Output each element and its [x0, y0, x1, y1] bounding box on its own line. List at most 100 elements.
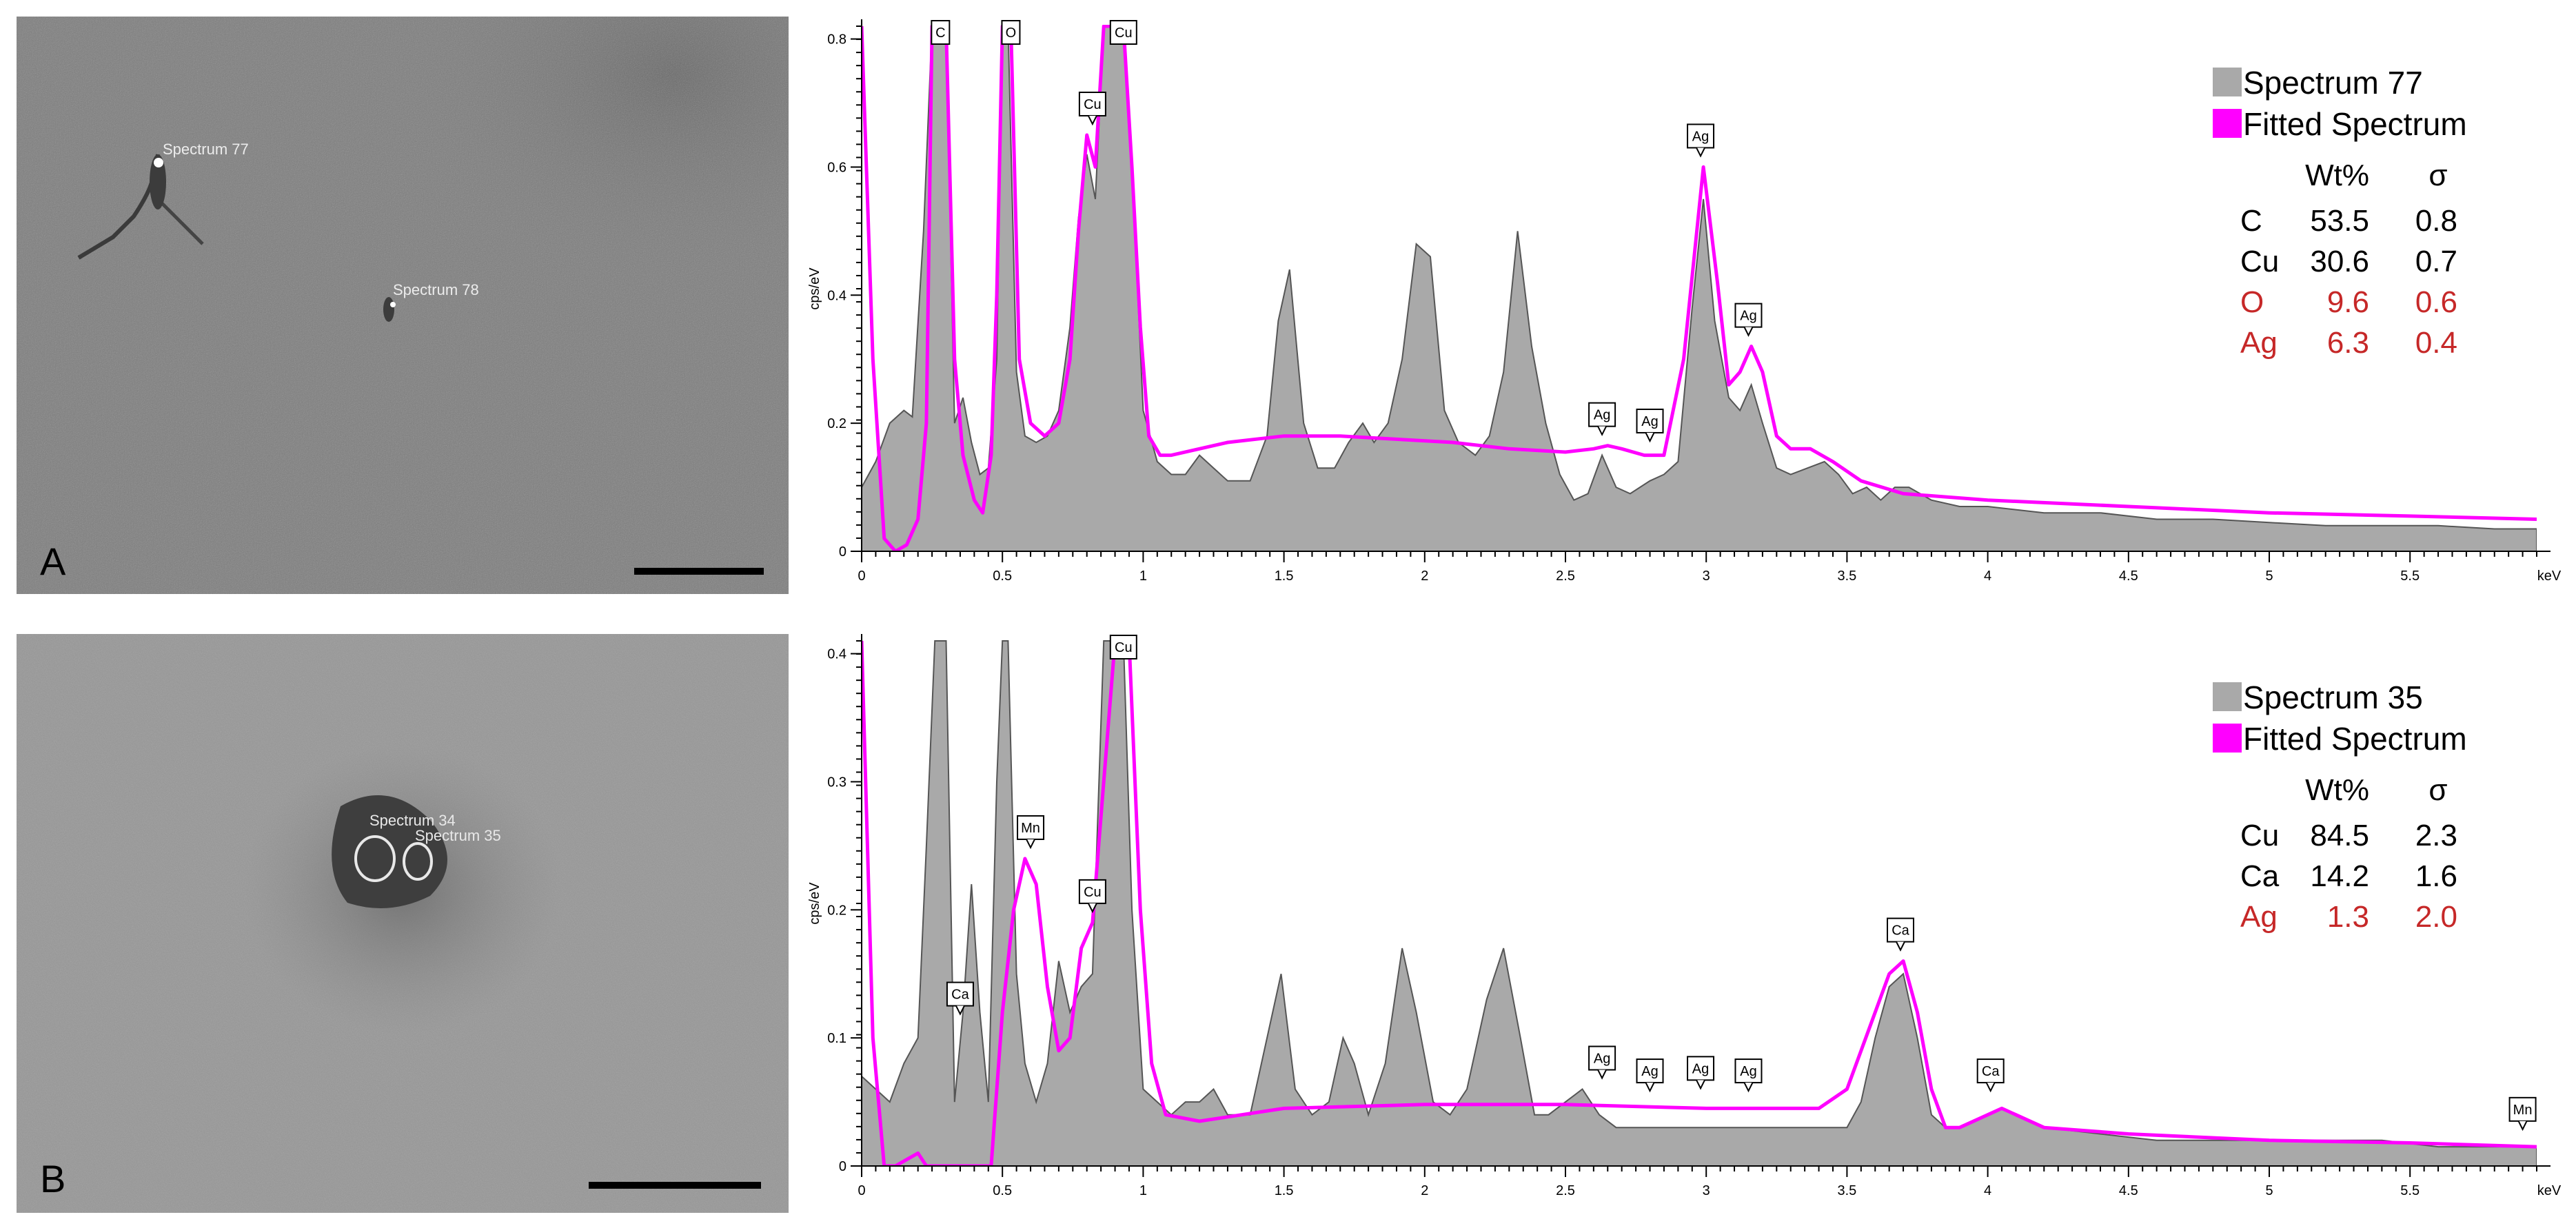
spot-marker	[390, 302, 396, 307]
legend-header-wt: Wt%	[2305, 773, 2369, 807]
peak-label-box	[1078, 91, 1106, 116]
composition-sigma: 0.6	[2415, 285, 2457, 319]
legend-label-fitted: Fitted Spectrum	[2243, 721, 2467, 757]
y-tick-label: 0.4	[827, 647, 846, 662]
x-tick-label: 1	[1139, 569, 1147, 584]
peak-label: Ag	[1687, 1056, 1715, 1090]
composition-element: Ca	[2240, 859, 2280, 893]
legend-header-wt: Wt%	[2305, 158, 2369, 192]
peak-label: O	[1001, 20, 1021, 45]
peak-label-text: Cu	[1115, 640, 1133, 655]
peak-label: Ag	[1636, 408, 1664, 443]
spectrum-chart-a: 0 0.5 1 1.5 2 2.5 3 3.5 4 4.5 5 5.5 keV 0 0.2 0.4 0.6 0.8…	[800, 0, 2576, 613]
x-tick-label: 1	[1139, 1183, 1147, 1198]
peak-label: Ca	[946, 981, 974, 1016]
y-axis-label: cps/eV	[807, 882, 822, 925]
spot-marker	[354, 835, 396, 882]
y-tick-label: 0.2	[827, 416, 846, 431]
x-tick-label: 5	[2265, 1183, 2273, 1198]
peak-label-text: Mn	[2513, 1103, 2533, 1118]
panel-letter-b: B	[40, 1157, 65, 1200]
x-tick-label: 2.5	[1556, 1183, 1575, 1198]
peak-label-box	[1687, 123, 1715, 149]
x-tick-label: 1.5	[1275, 569, 1294, 584]
peak-label: Cu	[1109, 635, 1137, 659]
spot-label-78: Spectrum 78	[393, 281, 479, 298]
composition-element: O	[2240, 285, 2264, 319]
peak-label-box	[946, 981, 974, 1007]
peak-label: Ag	[1636, 1058, 1664, 1093]
peak-label-pointer	[1696, 1079, 1705, 1090]
composition-sigma: 0.7	[2415, 245, 2457, 278]
particle-feature	[383, 297, 394, 322]
micrograph-b: Spectrum 34 Spectrum 35 B	[17, 634, 789, 1213]
x-tick-label: 4.5	[2119, 1183, 2138, 1198]
composition-element: Ag	[2240, 326, 2278, 360]
peak-label-box	[1734, 1058, 1763, 1084]
micrograph-b-image: Spectrum 34 Spectrum 35 B	[17, 634, 789, 1213]
peak-label-box	[1017, 815, 1045, 840]
peak-label: Ag	[1734, 1058, 1763, 1093]
peak-label-text: Ag	[1594, 1051, 1610, 1066]
x-axis-label: keV	[2537, 1183, 2562, 1198]
x-tick-label: 3.5	[1838, 569, 1857, 584]
spectrum-chart-b: 0 0.5 1 1.5 2 2.5 3 3.5 4 4.5 5 5.5 keV 0 0.1 0.2 0.3 0.4…	[800, 615, 2576, 1228]
composition-element: Ag	[2240, 900, 2278, 934]
measured-spectrum-area	[862, 640, 2537, 1166]
peak-label-text: Ca	[1982, 1064, 2000, 1079]
peak-label-text: C	[935, 25, 945, 41]
peak-label-text: Ag	[1740, 309, 1756, 324]
peak-label-pointer	[1087, 903, 1097, 914]
peak-label: Ag	[1687, 123, 1715, 158]
legend-swatch-measured	[2213, 682, 2242, 711]
peak-label: Mn	[2508, 1096, 2537, 1132]
spectrum-chart-b-svg: 0 0.5 1 1.5 2 2.5 3 3.5 4 4.5 5 5.5 keV 0 0.1 0.2 0.3 0.4…	[807, 634, 2562, 1198]
composition-wt: 30.6	[2310, 245, 2369, 278]
composition-wt: 14.2	[2310, 859, 2369, 893]
peak-label-text: Ag	[1740, 1064, 1756, 1079]
micrograph-a-image: Spectrum 77 Spectrum 78 A	[17, 17, 789, 594]
legend-swatch-fitted	[2213, 109, 2242, 138]
y-tick-label: 0.3	[827, 775, 846, 790]
x-tick-label: 2	[1421, 1183, 1428, 1198]
peak-label-pointer	[955, 1005, 965, 1016]
peak-label: Ag	[1588, 402, 1616, 436]
x-tick-label: 0	[858, 569, 865, 584]
x-tick-label: 3	[1703, 569, 1710, 584]
peak-label-text: Ca	[1892, 923, 1909, 939]
legend-label-measured: Spectrum 35	[2243, 679, 2423, 715]
composition-element: Cu	[2240, 245, 2279, 278]
x-tick-label: 3.5	[1838, 1183, 1857, 1198]
scale-bar	[589, 1182, 761, 1189]
peak-label-box	[1887, 917, 1915, 943]
peak-label-pointer	[2517, 1120, 2528, 1132]
composition-element: Cu	[2240, 819, 2279, 852]
legend: Spectrum 35 Fitted Spectrum Wt% σ Cu 84.5 2.3 C…	[2213, 679, 2467, 934]
crack-feature	[160, 201, 204, 245]
x-tick-label: 2.5	[1556, 569, 1575, 584]
peak-label-box	[1109, 20, 1137, 45]
composition-wt: 84.5	[2310, 819, 2369, 852]
fitted-spectrum-line	[862, 639, 2537, 1166]
composition-element: C	[2240, 204, 2262, 238]
x-tick-label: 4.5	[2119, 569, 2138, 584]
peak-label: Ca	[1887, 917, 1915, 952]
legend-swatch-fitted	[2213, 724, 2242, 753]
y-tick-label: 0	[839, 1159, 846, 1174]
peak-label-box	[1001, 20, 1021, 45]
peak-label: Cu	[1078, 91, 1106, 126]
peak-label: Cu	[1078, 879, 1106, 914]
peak-label-pointer	[1645, 1082, 1655, 1093]
x-tick-label: 4	[1984, 569, 1991, 584]
measured-spectrum-area	[862, 25, 2537, 551]
peak-label-pointer	[1743, 1082, 1754, 1093]
x-tick-label: 5.5	[2400, 569, 2420, 584]
peak-label-pointer	[1026, 839, 1035, 850]
peak-label-text: Mn	[1021, 821, 1040, 836]
legend: Spectrum 77 Fitted Spectrum Wt% σ C 53.5 0.8 Cu…	[2213, 65, 2467, 360]
x-tick-label: 2	[1421, 569, 1428, 584]
legend-header-sigma: σ	[2428, 773, 2447, 807]
x-tick-label: 4	[1984, 1183, 1991, 1198]
peak-label-pointer	[1743, 327, 1754, 337]
y-tick-label: 0.4	[827, 288, 846, 303]
